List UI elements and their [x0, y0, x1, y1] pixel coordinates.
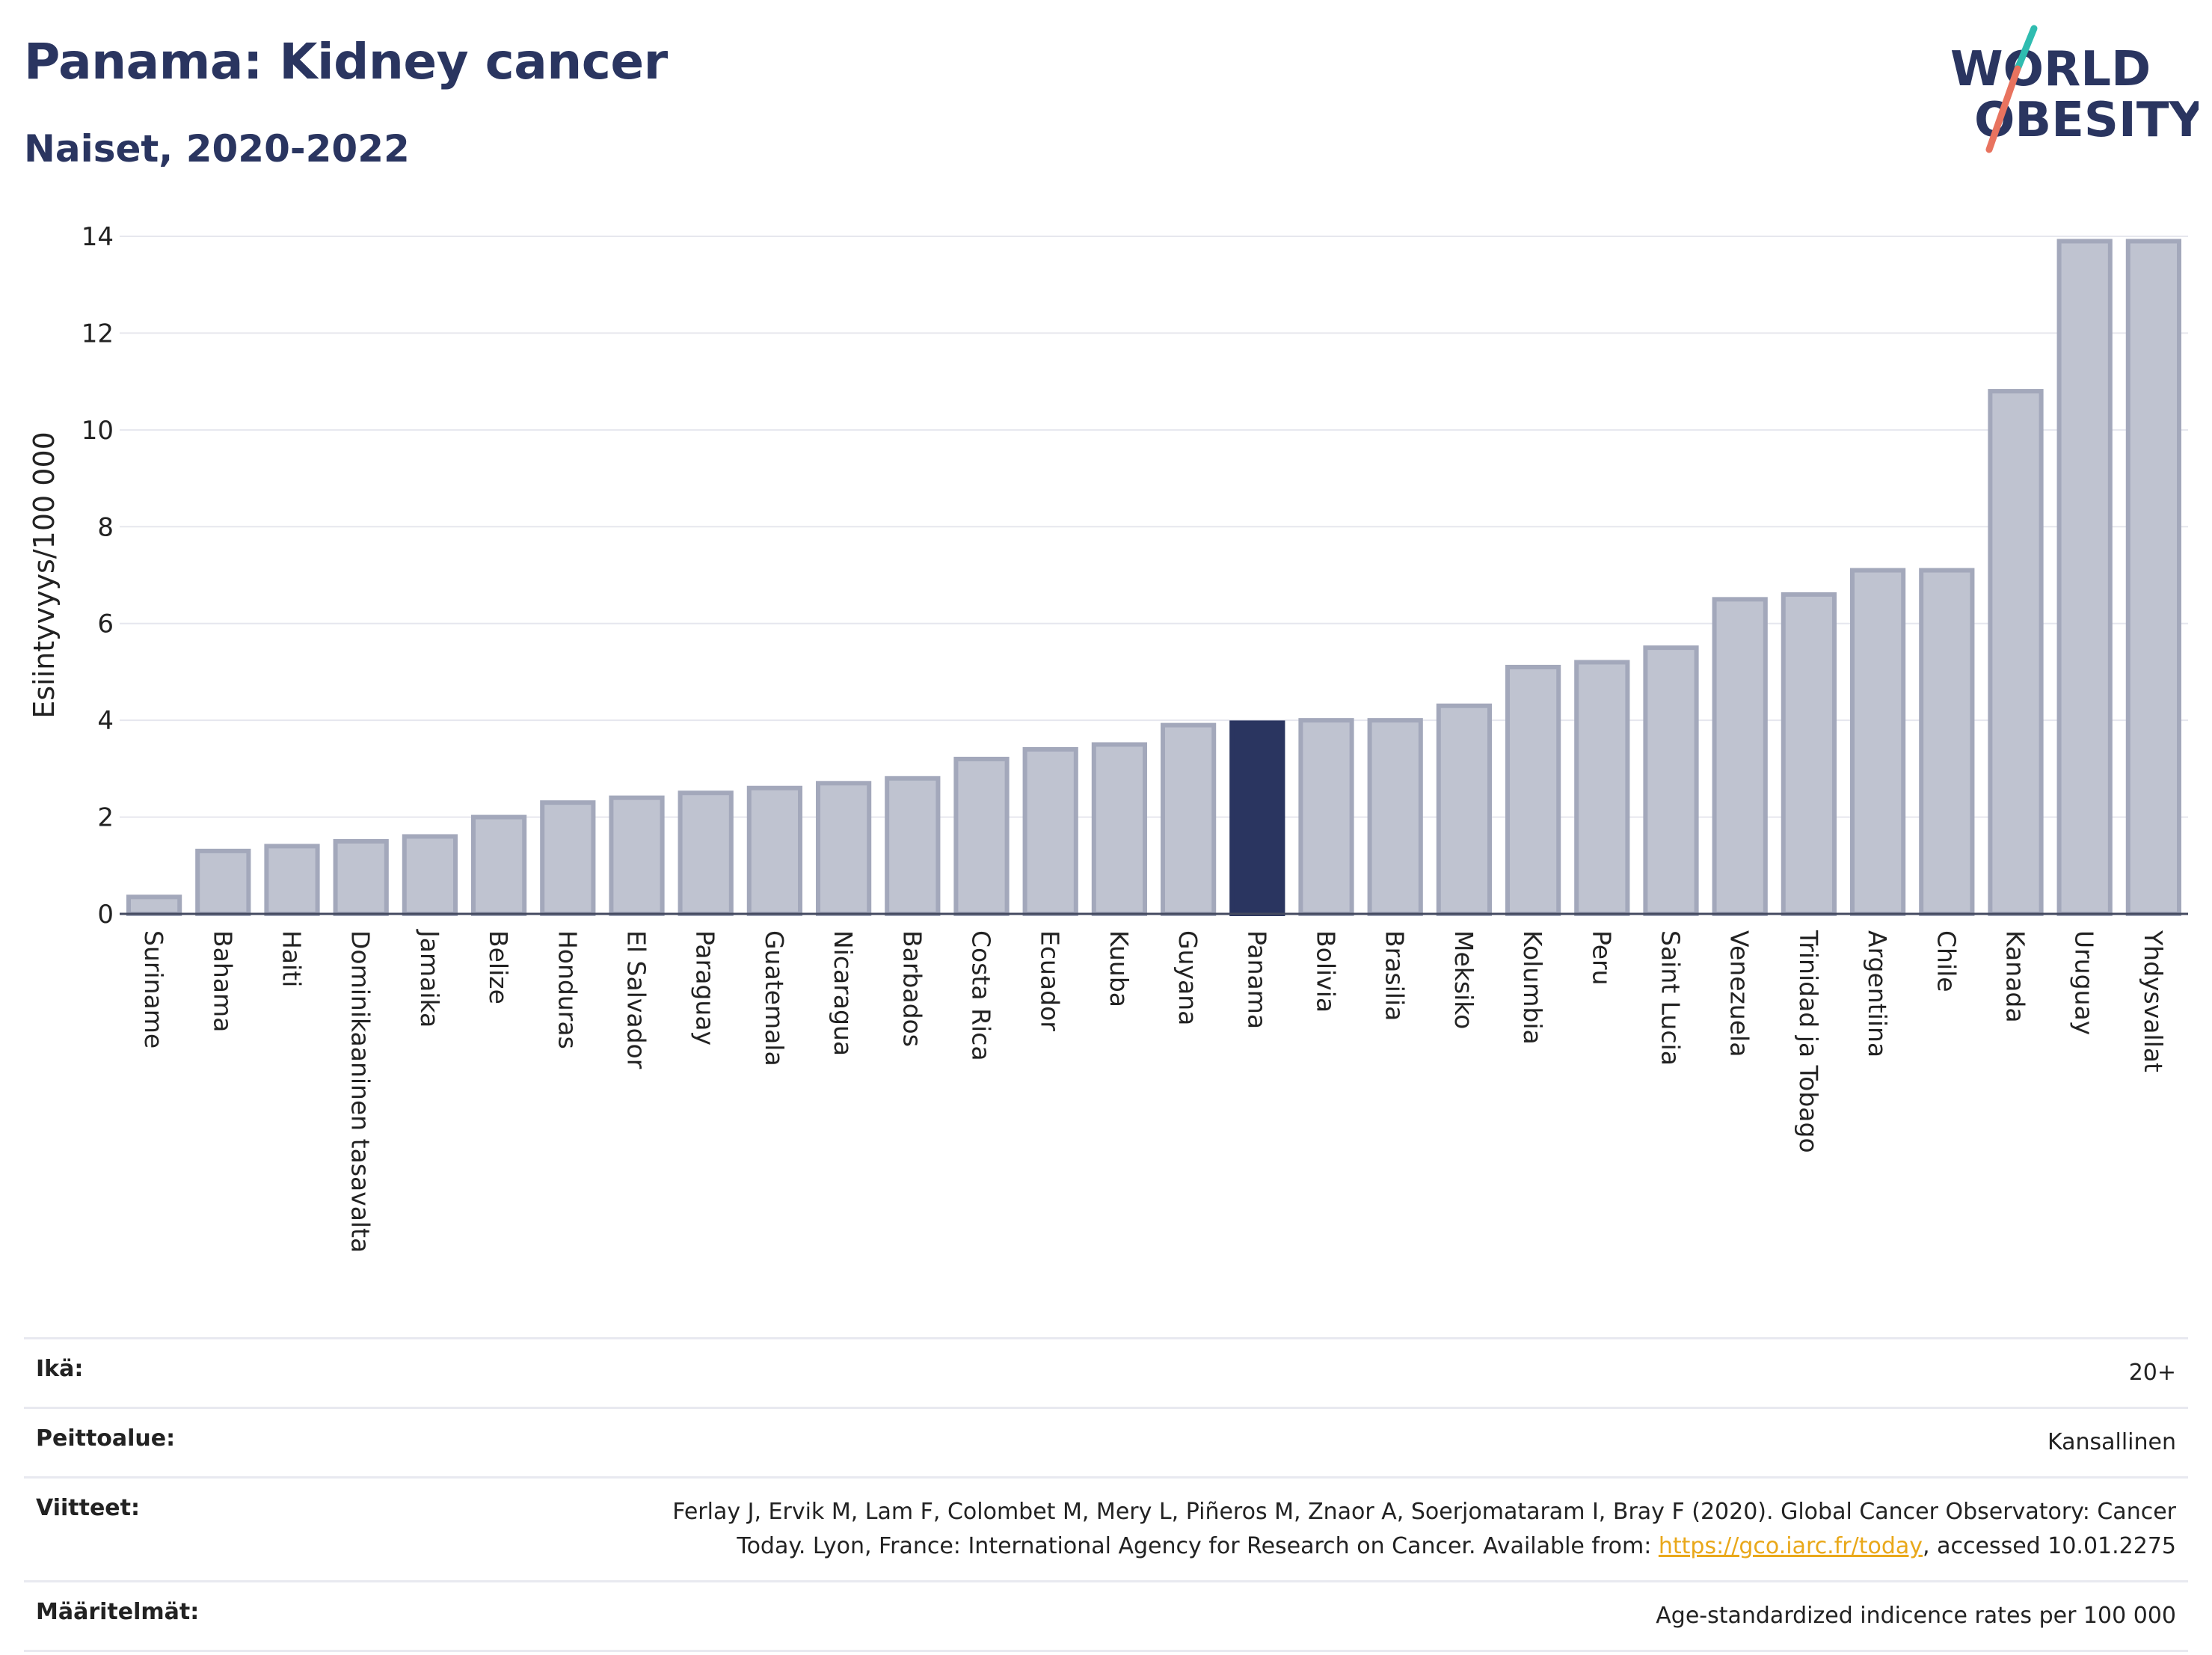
logo-slash-coral	[1985, 65, 2021, 153]
logo-line-1: WORLD	[1950, 42, 2151, 97]
bar	[1849, 568, 1906, 916]
x-category-label: Argentiina	[1863, 930, 1892, 1057]
bar	[1988, 389, 2044, 916]
bar	[746, 785, 803, 916]
x-category-label: Trinidad ja Tobago	[1794, 930, 1823, 1153]
bar	[402, 834, 458, 917]
chart-title: Panama: Kidney cancer	[24, 33, 668, 90]
meta-references-value: Ferlay J, Ervik M, Lam F, Colombet M, Me…	[606, 1495, 2176, 1564]
x-category-label: Peru	[1587, 930, 1616, 986]
bar	[1298, 718, 1354, 917]
x-category-label: Nicaragua	[829, 930, 858, 1056]
bar	[885, 776, 941, 917]
y-tick-label: 12	[82, 319, 114, 348]
bar	[540, 800, 596, 916]
y-tick-label: 10	[82, 416, 114, 446]
x-category-label: Kolumbia	[1518, 930, 1547, 1045]
world-obesity-logo: WORLD OBESITY	[1950, 25, 2199, 153]
y-tick-label: 4	[97, 706, 114, 736]
bar	[1160, 722, 1217, 916]
references-text-2: , accessed 10.01.2275	[1923, 1533, 2176, 1559]
meta-age-label: Ikä:	[36, 1356, 84, 1382]
x-category-label: Saint Lucia	[1656, 930, 1686, 1066]
logo-line-2: OBESITY	[1974, 93, 2199, 148]
bar	[1643, 645, 1699, 916]
meta-references-label: Viitteet:	[36, 1495, 140, 1521]
y-tick-label: 2	[97, 803, 114, 833]
bar	[126, 894, 182, 916]
x-category-label: El Salvador	[622, 930, 651, 1069]
bar	[1436, 703, 1493, 916]
meta-definitions-label: Määritelmät:	[36, 1599, 200, 1625]
x-category-label: Jamaika	[415, 929, 444, 1028]
bars	[126, 239, 2182, 917]
bar	[2056, 239, 2113, 916]
x-category-label: Kuuba	[1105, 930, 1134, 1007]
meta-row-definitions: Määritelmät: Age-standardized indicence …	[24, 1580, 2188, 1652]
bar	[1367, 718, 1423, 917]
x-category-label: Bolivia	[1312, 930, 1341, 1013]
bar	[1505, 664, 1561, 916]
x-category-label: Ecuador	[1036, 930, 1065, 1031]
x-category-label: Barbados	[897, 930, 927, 1047]
bar	[195, 848, 251, 917]
bar-chart: 0 2 4 6 8 10 12 14 Suriname Bahama Haiti Dominikaan…	[28, 222, 2188, 1253]
meta-coverage-label: Peittoalue:	[36, 1425, 176, 1452]
meta-row-age: Ikä: 20+	[24, 1337, 2188, 1407]
x-category-label: Brasilia	[1380, 930, 1410, 1021]
x-category-label: Venezuela	[1725, 930, 1754, 1057]
references-text-1: Ferlay J, Ervik M, Lam F, Colombet M, Me…	[672, 1499, 2176, 1559]
x-category-label: Uruguay	[2070, 930, 2099, 1035]
meta-row-coverage: Peittoalue: Kansallinen	[24, 1407, 2188, 1476]
bar	[1574, 660, 1630, 916]
x-category-label: Panama	[1242, 930, 1271, 1029]
bar	[953, 756, 1010, 917]
x-category-label: Bahama	[208, 930, 237, 1032]
bar	[609, 795, 665, 916]
grid-lines	[120, 236, 2188, 818]
y-tick-label: 6	[97, 610, 114, 639]
meta-age-value: 20+	[2128, 1360, 2176, 1386]
x-category-label: Suriname	[139, 930, 168, 1048]
bar	[1781, 592, 1837, 917]
bar	[1919, 568, 1975, 916]
bar	[2125, 239, 2182, 916]
x-category-label: Dominikaaninen tasavalta	[346, 930, 375, 1253]
y-tick-label: 14	[82, 222, 114, 252]
x-category-label: Kanada	[2001, 930, 2030, 1023]
bar	[1712, 597, 1768, 916]
metadata-table: Ikä: 20+ Peittoalue: Kansallinen Viittee…	[24, 1337, 2188, 1652]
bar	[264, 844, 320, 917]
bar	[333, 838, 389, 917]
bar-highlighted	[1229, 720, 1285, 917]
labels: 0 2 4 6 8 10 12 14 Suriname Bahama Haiti Dominikaan…	[28, 222, 2168, 1253]
meta-definitions-value: Age-standardized indicence rates per 100…	[1656, 1603, 2176, 1629]
bar	[815, 781, 872, 917]
meta-coverage-value: Kansallinen	[2047, 1429, 2176, 1455]
bar	[470, 814, 527, 916]
x-category-label: Guyana	[1173, 930, 1202, 1025]
bar	[1091, 742, 1148, 916]
y-axis-title: Esiintyvyys/100 000	[28, 432, 61, 719]
x-category-label: Chile	[1932, 930, 1961, 992]
x-category-label: Belize	[484, 930, 513, 1004]
references-link[interactable]: https://gco.iarc.fr/today	[1658, 1533, 1923, 1559]
bar	[1022, 746, 1078, 916]
x-category-label: Costa Rica	[967, 930, 996, 1061]
bar	[678, 790, 734, 916]
y-tick-label: 8	[97, 512, 114, 542]
y-tick-label: 0	[97, 900, 114, 930]
x-category-label: Honduras	[553, 930, 582, 1049]
x-category-label: Yhdysvallat	[2139, 930, 2168, 1072]
x-category-label: Meksiko	[1449, 930, 1478, 1029]
logo-slash-teal	[2014, 25, 2038, 73]
chart-subtitle: Naiset, 2020-2022	[24, 127, 410, 171]
x-category-label: Haiti	[277, 930, 307, 987]
x-category-label: Guatemala	[760, 930, 789, 1066]
x-category-label: Paraguay	[691, 930, 720, 1045]
meta-row-references: Viitteet: Ferlay J, Ervik M, Lam F, Colo…	[24, 1476, 2188, 1580]
